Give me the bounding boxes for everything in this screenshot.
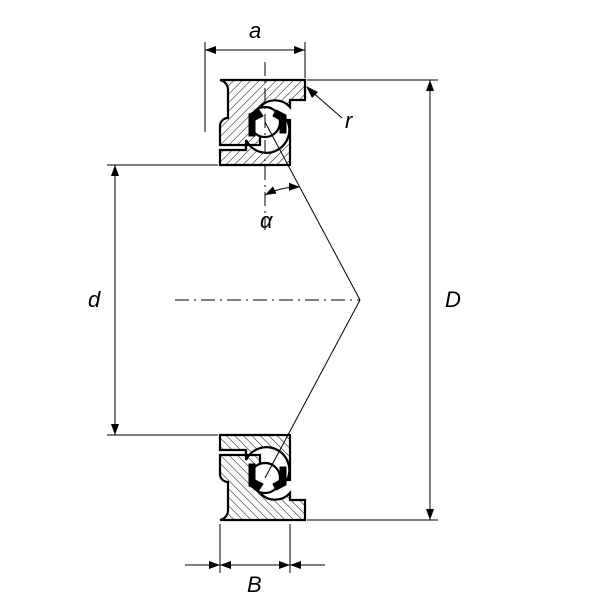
section-upper	[220, 80, 305, 165]
label-d: d	[88, 287, 101, 312]
label-D: D	[445, 287, 461, 312]
dim-D	[307, 80, 438, 520]
section-lower	[220, 435, 305, 520]
r-leader	[306, 86, 342, 118]
label-alpha: α	[260, 208, 274, 233]
label-B: B	[247, 572, 262, 597]
label-a: a	[249, 18, 261, 43]
dim-B	[185, 524, 325, 573]
label-r: r	[345, 108, 354, 133]
bearing-diagram: a r α d D B	[0, 0, 600, 600]
